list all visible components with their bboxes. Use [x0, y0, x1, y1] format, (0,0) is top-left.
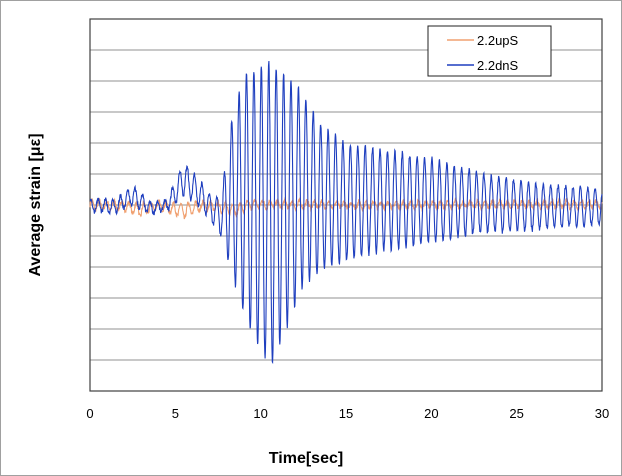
x-tick-labels: 0 5 10 15 20 25 30: [86, 406, 609, 421]
y-axis-label: Average strain [με]: [27, 133, 44, 276]
legend: 2.2upS 2.2dnS: [427, 25, 552, 77]
x-tick-label: 20: [424, 406, 438, 421]
x-tick-label: 0: [86, 406, 93, 421]
legend-box: [427, 25, 552, 77]
x-tick-label: 30: [595, 406, 609, 421]
legend-label-2.2upS: 2.2upS: [477, 33, 519, 48]
x-tick-label: 15: [339, 406, 353, 421]
x-axis-label: Time[sec]: [269, 450, 343, 467]
x-tick-label: 5: [172, 406, 179, 421]
series-line-2.2dnS: [89, 60, 603, 365]
legend-label-2.2dnS: 2.2dnS: [477, 58, 519, 73]
series-group: [89, 60, 603, 365]
series-line-2.2upS: [89, 196, 603, 220]
x-tick-label: 10: [253, 406, 267, 421]
x-tick-label: 25: [509, 406, 523, 421]
